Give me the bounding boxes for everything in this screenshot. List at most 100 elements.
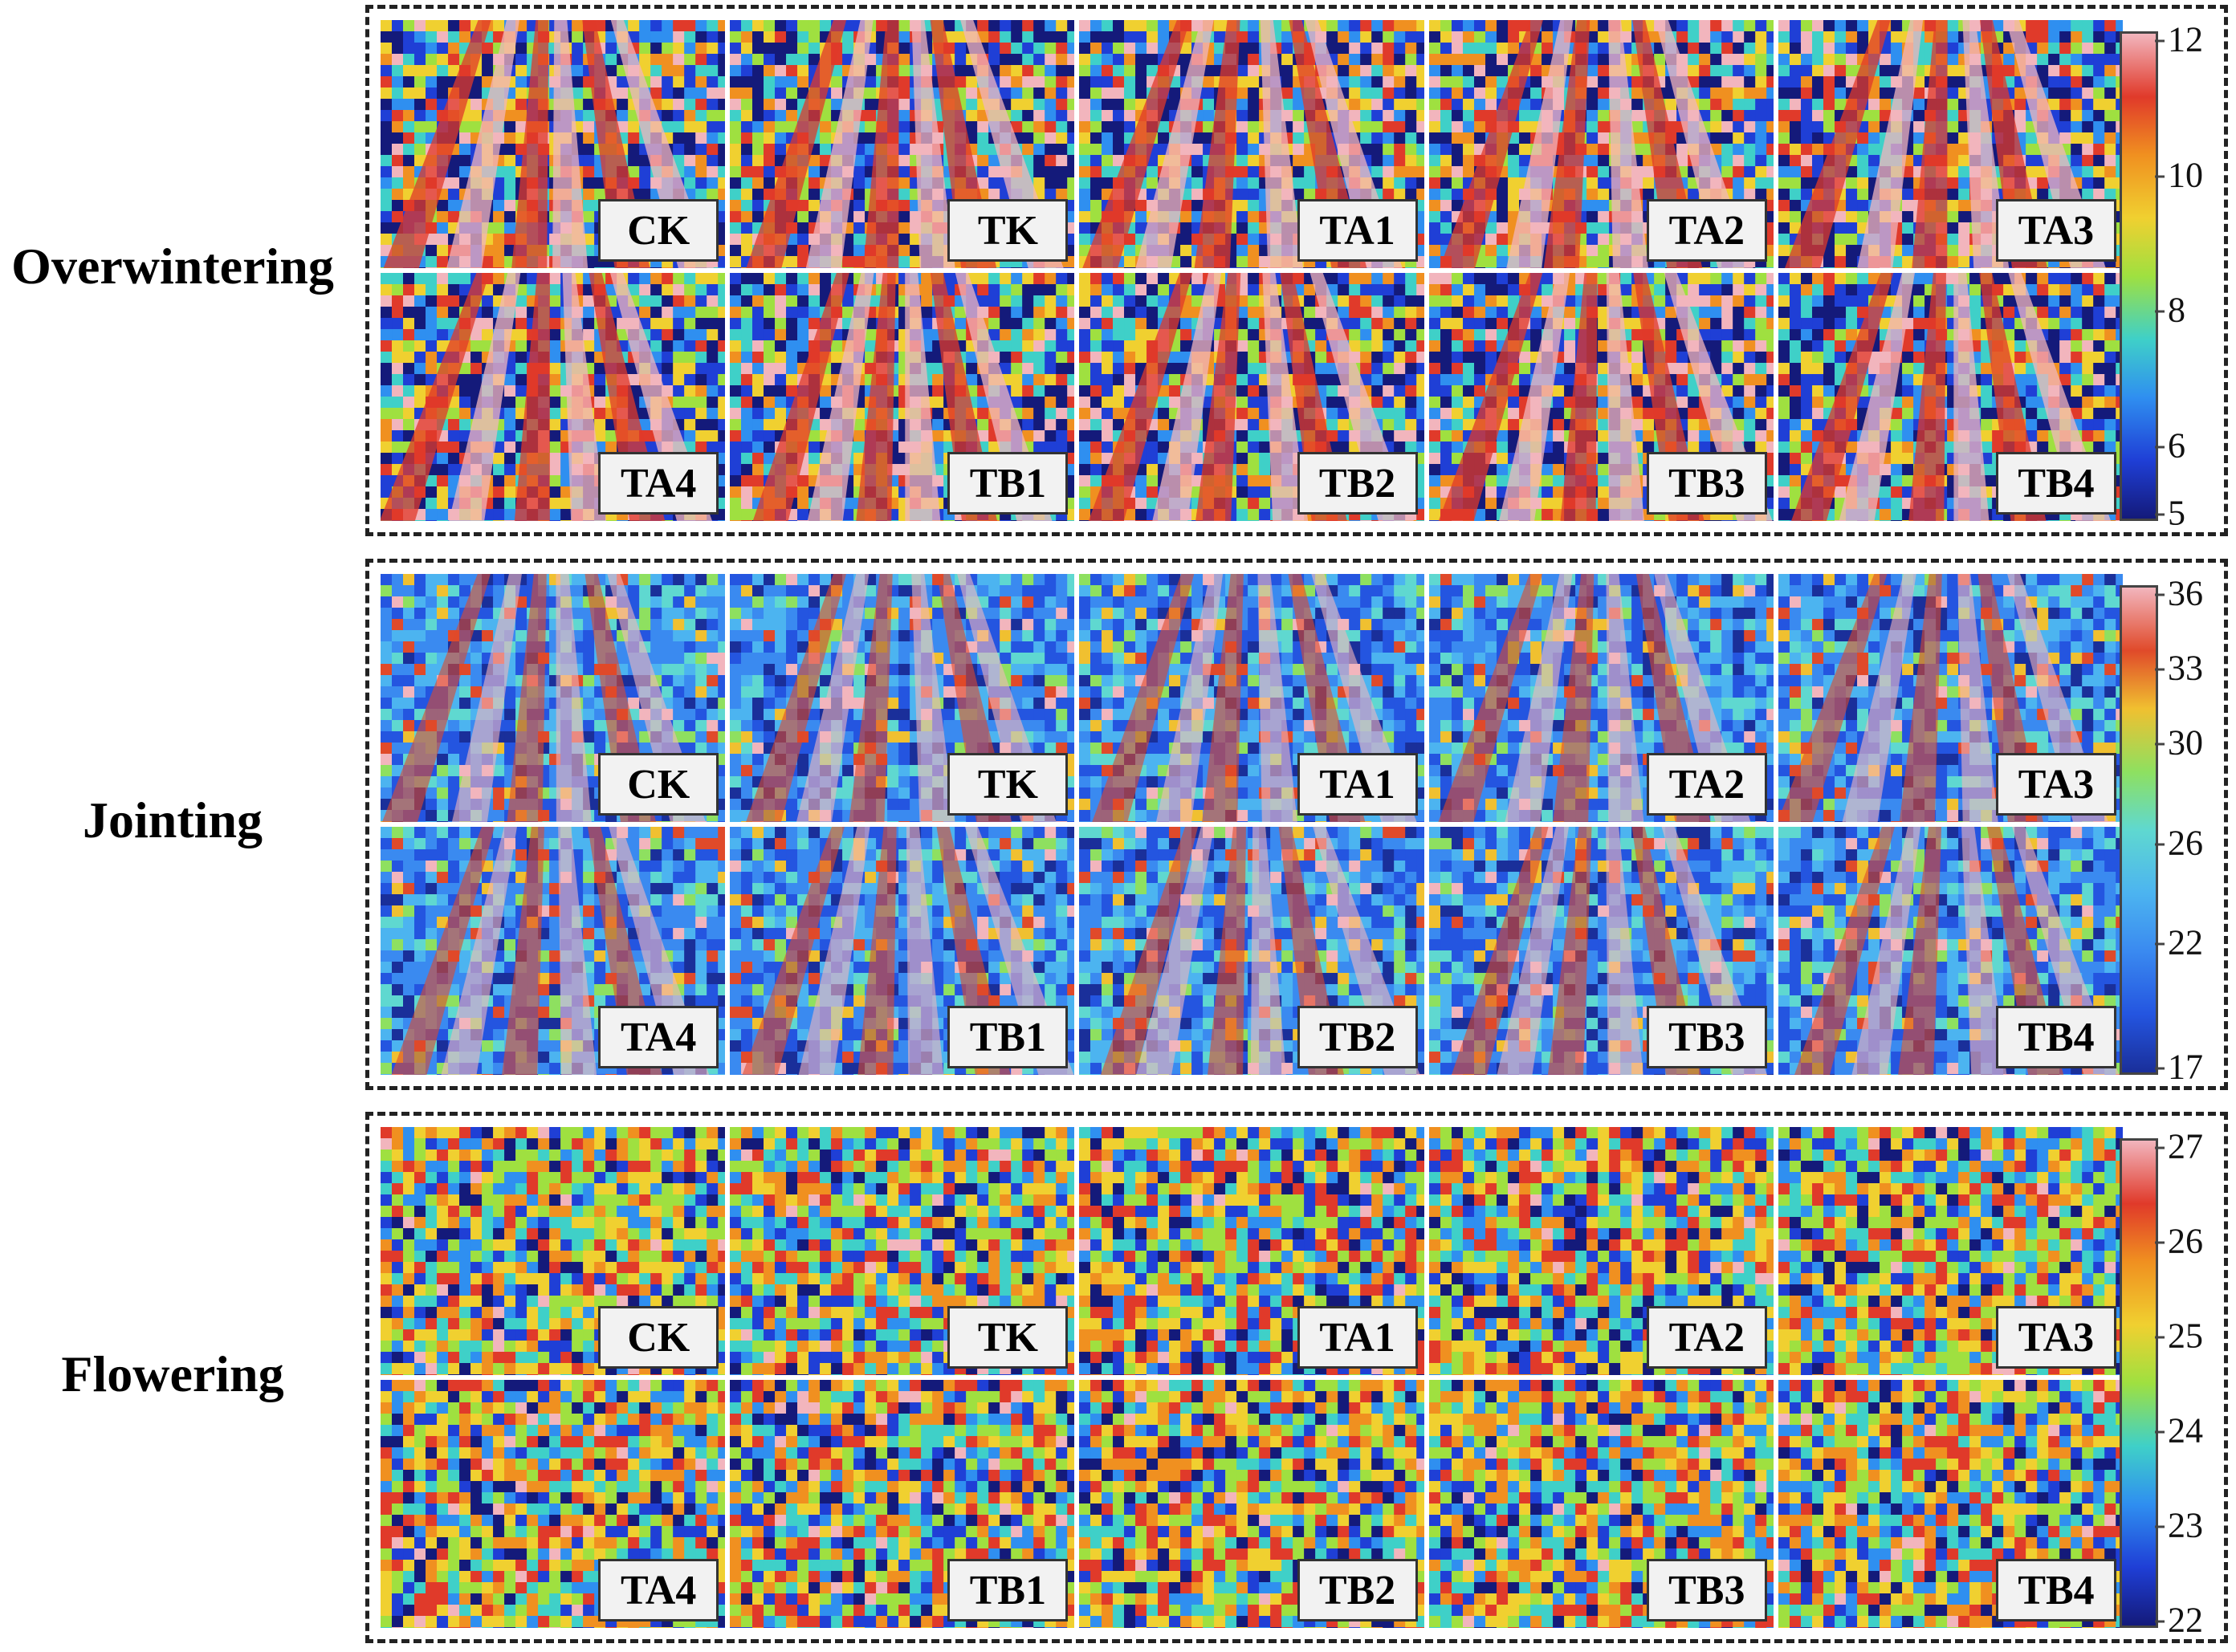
- treatment-label: TA1: [1297, 1306, 1418, 1369]
- thermal-tile: TA4: [381, 1380, 726, 1628]
- thermal-image: [1079, 1127, 1424, 1375]
- thermal-tile: TB1: [730, 827, 1075, 1075]
- thermal-tile: CK: [381, 20, 726, 268]
- treatment-label: TB1: [947, 1559, 1069, 1621]
- thermal-tile: TB3: [1428, 827, 1774, 1075]
- thermal-image: [1428, 273, 1774, 521]
- thermal-image: [1079, 827, 1424, 1075]
- treatment-label: TB3: [1646, 1006, 1767, 1068]
- treatment-label: TA4: [598, 1559, 719, 1621]
- treatment-label: TB2: [1297, 452, 1418, 515]
- treatment-label: TK: [947, 753, 1069, 816]
- thermal-tile: TK: [730, 1127, 1075, 1375]
- colorbar-tick-label: 17: [2155, 1047, 2203, 1088]
- thermal-tile: CK: [381, 574, 726, 822]
- thermal-tile: TK: [730, 20, 1075, 268]
- treatment-label: TA1: [1297, 199, 1418, 262]
- thermal-tile: TA2: [1428, 20, 1774, 268]
- colorbar-tick-label: 6: [2155, 425, 2185, 466]
- colorbar-tick-label: 36: [2155, 573, 2203, 614]
- treatment-label: CK: [598, 753, 719, 816]
- treatment-label: TA3: [1996, 199, 2116, 262]
- treatment-label: TA4: [598, 1006, 719, 1068]
- colorbar-tick-label: 33: [2155, 648, 2203, 689]
- treatment-label: CK: [598, 199, 719, 262]
- thermal-image: [1428, 827, 1774, 1075]
- colorbar: [2120, 31, 2158, 521]
- thermal-tile: TA2: [1428, 574, 1774, 822]
- colorbar-tick-label: 22: [2155, 922, 2203, 963]
- treatment-label: TB4: [1996, 1006, 2116, 1068]
- thermal-tile: TB2: [1079, 273, 1424, 521]
- thermal-tile: TA3: [1778, 574, 2123, 822]
- colorbar-tick-label: 8: [2155, 290, 2185, 331]
- treatment-label: TB3: [1646, 1559, 1767, 1621]
- thermal-image: [730, 273, 1075, 521]
- thermal-image: [730, 20, 1075, 268]
- thermal-image: [1079, 574, 1424, 822]
- stage-title: Flowering: [0, 1345, 345, 1404]
- thermal-tile: TA3: [1778, 1127, 2123, 1375]
- treatment-label: TB2: [1297, 1559, 1418, 1621]
- colorbar-tick-label: 5: [2155, 493, 2185, 534]
- stage-panel: CK TK TA1 TA2 TA3 TA4 TB1 TB2 TB3 TB4 36 33 30 26 22 17: [365, 559, 2228, 1090]
- thermal-image: [1079, 1380, 1424, 1628]
- thermal-image: [1778, 20, 2123, 268]
- thermal-image: [381, 273, 726, 521]
- treatment-label: TB4: [1996, 1559, 2116, 1621]
- thermal-tile: TB2: [1079, 1380, 1424, 1628]
- stage-title: Jointing: [0, 791, 345, 850]
- treatment-label: TB2: [1297, 1006, 1418, 1068]
- colorbar-tick-label: 26: [2155, 823, 2203, 864]
- treatment-label: TA1: [1297, 753, 1418, 816]
- thermal-tile: TB2: [1079, 827, 1424, 1075]
- treatment-label: TK: [947, 1306, 1069, 1369]
- thermal-tile: TK: [730, 574, 1075, 822]
- colorbar-tick-label: 30: [2155, 722, 2203, 763]
- treatment-label: TK: [947, 199, 1069, 262]
- stage-title: Overwintering: [0, 237, 345, 296]
- colorbar-tick-label: 24: [2155, 1410, 2203, 1451]
- thermal-tile: TB1: [730, 273, 1075, 521]
- image-grid: CK TK TA1 TA2 TA3 TA4 TB1 TB2 TB3 TB4: [381, 574, 2123, 1075]
- colorbar-tick-label: 23: [2155, 1505, 2203, 1546]
- thermal-tile: TB4: [1778, 827, 2123, 1075]
- colorbar-tick-label: 25: [2155, 1316, 2203, 1357]
- stage-panel: CK TK TA1 TA2 TA3 TA4 TB1 TB2 TB3 TB4 12 10 8 6 5: [365, 5, 2228, 536]
- treatment-label: TA2: [1646, 753, 1767, 816]
- thermal-image: [381, 827, 726, 1075]
- thermal-tile: TA2: [1428, 1127, 1774, 1375]
- thermal-tile: TB3: [1428, 1380, 1774, 1628]
- stage-panel: CK TK TA1 TA2 TA3 TA4 TB1 TB2 TB3 TB4 27 26 25 24 23 22: [365, 1112, 2228, 1643]
- thermal-tile: TA1: [1079, 574, 1424, 822]
- colorbar-tick-label: 22: [2155, 1600, 2203, 1641]
- treatment-label: CK: [598, 1306, 719, 1369]
- colorbar-tick-label: 27: [2155, 1126, 2203, 1167]
- treatment-label: TB4: [1996, 452, 2116, 515]
- treatment-label: TA2: [1646, 199, 1767, 262]
- thermal-tile: TB4: [1778, 1380, 2123, 1628]
- thermal-tile: CK: [381, 1127, 726, 1375]
- colorbar-tick-label: 26: [2155, 1221, 2203, 1262]
- thermal-tile: TB4: [1778, 273, 2123, 521]
- treatment-label: TA2: [1646, 1306, 1767, 1369]
- treatment-label: TB1: [947, 452, 1069, 515]
- treatment-label: TB1: [947, 1006, 1069, 1068]
- thermal-image: [730, 1127, 1075, 1375]
- colorbar: [2120, 585, 2158, 1075]
- treatment-label: TB3: [1646, 452, 1767, 515]
- image-grid: CK TK TA1 TA2 TA3 TA4 TB1 TB2 TB3 TB4: [381, 20, 2123, 521]
- treatment-label: TA4: [598, 452, 719, 515]
- thermal-tile: TA1: [1079, 1127, 1424, 1375]
- thermal-tile: TA3: [1778, 20, 2123, 268]
- thermal-image: [1428, 1380, 1774, 1628]
- colorbar: [2120, 1138, 2158, 1628]
- thermal-tile: TB1: [730, 1380, 1075, 1628]
- thermal-tile: TA1: [1079, 20, 1424, 268]
- colorbar-tick-label: 12: [2155, 19, 2203, 60]
- image-grid: CK TK TA1 TA2 TA3 TA4 TB1 TB2 TB3 TB4: [381, 1127, 2123, 1628]
- treatment-label: TA3: [1996, 753, 2116, 816]
- treatment-label: TA3: [1996, 1306, 2116, 1369]
- thermal-tile: TA4: [381, 273, 726, 521]
- colorbar-tick-label: 10: [2155, 155, 2203, 196]
